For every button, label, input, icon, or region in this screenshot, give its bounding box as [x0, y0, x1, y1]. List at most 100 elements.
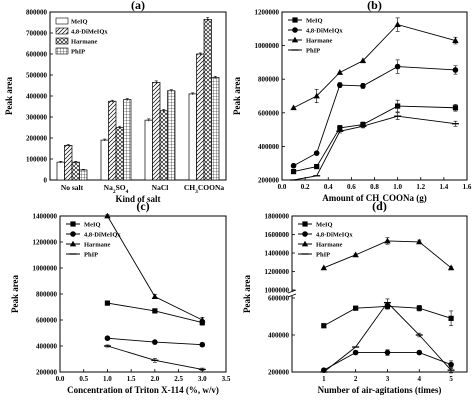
bar-meiq-na2so4	[100, 139, 109, 181]
point-harmane-4	[394, 21, 401, 27]
bar-meiq-nacl	[144, 119, 153, 181]
x-tick-label: 0.8	[370, 183, 379, 191]
series-line-phip	[107, 345, 203, 370]
point-harmane-5	[452, 37, 459, 43]
y-tick-label: 1400000	[33, 213, 58, 221]
point-meiq-3	[416, 305, 422, 311]
point-meiq-1	[152, 308, 158, 314]
point-4-8-dimeiqx-2	[337, 82, 343, 88]
a-y-tick-label: 400000	[26, 93, 48, 101]
bar-harmane-no-salt	[71, 161, 80, 181]
axis-break-gap	[288, 292, 296, 296]
legend-swatch-harmane	[55, 37, 69, 45]
a-y-tick-label: 100000	[26, 156, 48, 164]
b-legend-label-4-8-dimeiqx: 4,8-DiMeIQx	[306, 28, 343, 35]
y-tick-label: 600000	[268, 295, 290, 303]
c-legend-marker-4-8-dimeiqx	[70, 231, 76, 237]
point-4-8-dimeiqx-4	[394, 63, 401, 70]
legend-label-phip: PhIP	[71, 49, 85, 56]
y-tick-label: 800000	[36, 291, 58, 299]
bar-phip-na2so4	[123, 99, 132, 181]
d-legend-marker-harmane	[301, 240, 309, 247]
a-y-tick-label: 0	[44, 177, 48, 185]
y-tick-label: 600000	[258, 109, 280, 117]
y-tick-label: 1400000	[265, 250, 290, 258]
x-tick-label: 1.0	[393, 183, 402, 191]
y-tick-label: 400000	[258, 143, 280, 151]
point-4-8-dimeiqx-2	[384, 349, 391, 356]
panel-b-line-chart: (b) 200000 400000 600000 800000 1000000 120000…	[232, 0, 472, 207]
y-axis-title: Peak area	[10, 274, 20, 313]
series-line-harmane	[323, 240, 452, 269]
point-harmane-0	[290, 104, 297, 111]
bar-phip-nacl	[167, 90, 176, 181]
point-4-8-dimeiqx-4	[448, 361, 454, 368]
c-legend-label-phip: PhIP	[84, 252, 98, 259]
c-legend-label-4-8-dimeiqx: 4,8-DiMeIQx	[84, 232, 121, 239]
point-4-8-dimeiqx-2	[199, 341, 206, 348]
legend-label-harmane: Harmane	[71, 39, 97, 46]
bar-meiq-ch3coona	[188, 93, 197, 181]
point-meiq-1	[353, 305, 359, 311]
y-tick-label: 1200000	[33, 239, 58, 247]
x-tick-label: 0.2	[301, 183, 310, 191]
y-axis-title: Peak area	[242, 274, 252, 313]
bar-meiq-no-salt	[56, 161, 65, 181]
point-harmane-1	[151, 293, 159, 299]
bar-harmane-nacl	[159, 110, 168, 181]
point-4-8-dimeiqx-1	[352, 349, 359, 356]
panel-c-line-chart: (c) 200000 400000 600000 800000 1000000 120000…	[10, 199, 231, 395]
panel-label-a: (a)	[131, 0, 145, 12]
y-tick-label: 1000000	[265, 287, 290, 295]
y-tick-label: 800000	[258, 76, 280, 84]
x-tick-label: 0.6	[347, 183, 356, 191]
series-line-meiq	[293, 105, 456, 173]
c-legend-label-harmane: Harmane	[84, 242, 110, 249]
bar-phip-no-salt	[79, 169, 88, 181]
point-meiq-4	[448, 315, 454, 321]
c-legend-marker-meiq	[70, 221, 76, 227]
bar-4-8-dimeiqx-no-salt	[64, 145, 73, 181]
y-tick-label: 1000000	[255, 42, 280, 50]
x-tick-label: 4	[418, 375, 422, 383]
d-legend-label-harmane: Harmane	[316, 242, 342, 249]
series-line-harmane	[107, 215, 203, 321]
point-meiq-1	[314, 163, 320, 170]
b-legend-label-meiq: MeIQ	[306, 18, 323, 25]
x-tick-label: 3.5	[222, 375, 231, 383]
bar-4-8-dimeiqx-nacl	[152, 81, 161, 181]
c-legend-marker-harmane	[69, 240, 77, 247]
x-category-label-ch3coona: CH3COONa	[184, 183, 225, 195]
b-legend-marker-meiq	[292, 17, 298, 23]
point-4-8-dimeiqx-3	[416, 349, 423, 356]
d-legend-marker-meiq	[302, 221, 308, 227]
x-axis-title: Kind of salt	[115, 194, 160, 204]
x-tick-label: 2.5	[174, 375, 183, 383]
point-meiq-2	[337, 125, 343, 131]
y-axis-title: Peak area	[4, 76, 14, 115]
a-y-tick-label: 700000	[26, 30, 48, 38]
y-axis-title: Peak area	[232, 76, 242, 115]
y-tick-label: 400000	[268, 332, 290, 340]
b-legend-marker-4-8-dimeiqx	[292, 27, 298, 33]
x-tick-label: 0.0	[56, 375, 65, 383]
x-tick-label: 2	[354, 375, 358, 383]
panel-label-b: (b)	[367, 0, 382, 12]
point-harmane-3	[359, 57, 367, 64]
point-4-8-dimeiqx-1	[313, 150, 320, 156]
panel-label-c: (c)	[136, 199, 149, 213]
point-4-8-dimeiqx-5	[452, 67, 459, 73]
x-category-label-no-salt: No salt	[61, 183, 84, 192]
d-legend-label-4-8-dimeiqx: 4,8-DiMeIQx	[316, 232, 353, 239]
point-meiq-5	[452, 105, 459, 111]
y-tick-label: 200000	[36, 369, 58, 377]
point-harmane-1	[313, 92, 320, 99]
y-tick-label: 1600000	[265, 231, 290, 239]
b-legend-label-harmane: Harmane	[306, 38, 332, 45]
point-meiq-0	[290, 169, 297, 175]
y-tick-label: 1800000	[265, 213, 290, 221]
x-category-label-nacl: NaCl	[152, 183, 169, 192]
b-legend-marker-harmane	[291, 36, 299, 43]
legend-label-4-8-dimeiqx: 4,8-DiMeIQx	[71, 29, 108, 36]
